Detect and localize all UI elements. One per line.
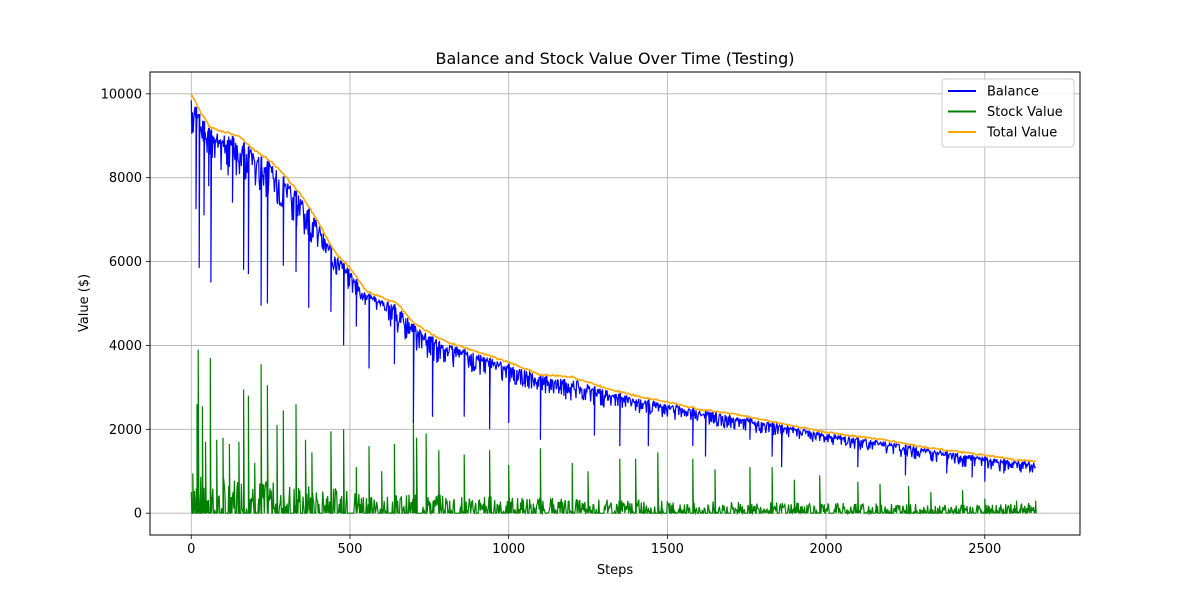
y-tick-label: 6000 bbox=[109, 255, 142, 270]
y-tick-label: 10000 bbox=[101, 87, 142, 102]
x-tick-label: 1000 bbox=[492, 542, 525, 557]
y-axis: 0 2000 4000 6000 8000 10000 bbox=[101, 87, 150, 522]
chart-title: Balance and Stock Value Over Time (Testi… bbox=[435, 49, 794, 68]
x-tick-label: 2500 bbox=[968, 542, 1001, 557]
legend-label: Total Value bbox=[986, 126, 1057, 141]
y-tick-label: 4000 bbox=[109, 339, 142, 354]
legend-box bbox=[941, 78, 1075, 148]
legend-label: Balance bbox=[987, 85, 1039, 100]
plot-frame bbox=[149, 71, 1081, 536]
x-tick-label: 0 bbox=[187, 542, 195, 557]
x-axis: 0 500 1000 1500 2000 2500 bbox=[187, 535, 1001, 557]
legend-label: Stock Value bbox=[987, 105, 1063, 120]
x-axis-label: Steps bbox=[597, 563, 634, 578]
x-tick-label: 500 bbox=[338, 542, 363, 557]
y-tick-label: 2000 bbox=[109, 423, 142, 438]
y-tick-label: 0 bbox=[134, 507, 142, 522]
x-tick-label: 1500 bbox=[651, 542, 684, 557]
plot-lines bbox=[190, 93, 1037, 516]
legend: Balance Stock Value Total Value bbox=[941, 78, 1075, 148]
y-tick-label: 8000 bbox=[109, 171, 142, 186]
series-line-balance bbox=[190, 100, 1037, 482]
plot-area bbox=[150, 72, 1080, 535]
series-line-total-value bbox=[190, 93, 1037, 463]
y-axis-label: Value ($) bbox=[77, 274, 92, 332]
series-line-stock-value bbox=[190, 349, 1037, 516]
x-tick-label: 2000 bbox=[810, 542, 843, 557]
